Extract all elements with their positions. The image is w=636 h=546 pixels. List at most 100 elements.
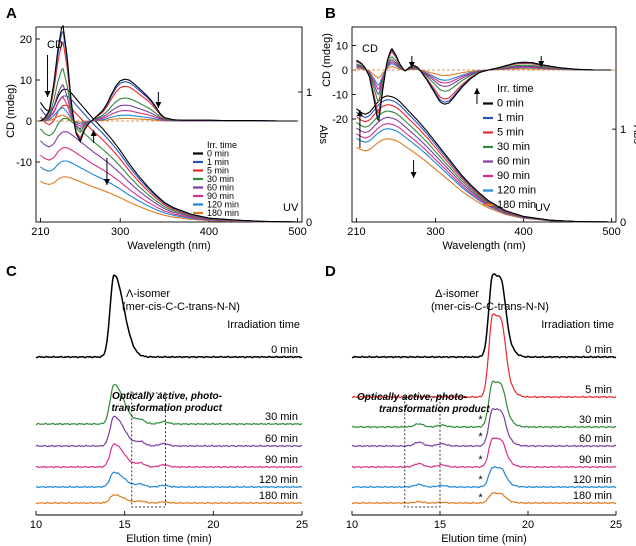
panel-b-arrow-1-head <box>408 62 415 68</box>
panel-d-xtick-label-3: 25 <box>610 519 622 531</box>
panel-b-arrow-2-head <box>538 61 545 67</box>
panel-a-legend-entry-2: 5 min <box>207 166 229 176</box>
panel-c-trace-2 <box>35 415 303 448</box>
panel-a-ylabel: CD (mdeg) <box>5 84 17 138</box>
panel-b-xtick-label-1: 300 <box>426 226 444 238</box>
panel-a-cd-line-3 <box>40 67 298 134</box>
panel-a-legend-entry-0: 0 min <box>207 149 229 159</box>
panel-a-xtick-label-0: 210 <box>31 226 49 238</box>
panel-c-xtick-label-1: 15 <box>119 519 131 531</box>
panel-b-cd-line-0 <box>356 47 612 122</box>
panel-b-ytick-right-label-0: 0 <box>620 217 626 229</box>
panel-c-xtick-label-2: 20 <box>207 519 219 531</box>
panel-a-ytick-label-1: 0 <box>26 116 32 128</box>
panel-a-ytick-right-label-0: 0 <box>306 217 312 229</box>
panel-b-legend-entry-1: 1 min <box>497 112 524 124</box>
panel-d-trace-1 <box>351 313 617 399</box>
panel-b-ylabel: CD (mdeg) <box>321 33 333 87</box>
panel-d-isomer-subtitle: (mer-cis-C-C-trans-N-N) <box>431 301 549 313</box>
panel-b-legend-entry-3: 30 min <box>497 141 530 153</box>
panel-a-cd-line-0 <box>40 24 298 143</box>
panel-a-xtick-label-1: 300 <box>111 226 129 238</box>
panel-a-ytick-right-label-1: 1 <box>306 87 312 99</box>
panel-d-trace-label-0: 0 min <box>585 344 612 356</box>
panel-c-isomer-title: Λ-isomer <box>126 288 170 300</box>
panel-d-trace-5 <box>351 466 617 489</box>
panel-c-chromatogram: 10 15 20 25 Elution time (min) 0 min 30 min 60 … <box>30 274 308 545</box>
panel-a-legend-entry-1: 1 min <box>207 157 229 167</box>
panel-b-uv-line-7 <box>356 138 612 223</box>
panel-c-trace-3 <box>35 443 303 469</box>
panel-a-arrow-2-head <box>90 130 97 136</box>
panel-d-product-label-1: Optically active, photo- <box>357 392 468 403</box>
panel-b-legend-title: Irr. time <box>497 83 534 95</box>
panel-a-uv-line-1 <box>39 95 298 223</box>
panel-d-trace-label-6: 180 min <box>573 490 612 502</box>
panel-b-arrow-5-head <box>410 172 417 178</box>
panel-b-xtick-label-3: 500 <box>602 226 620 238</box>
panel-c-product-label-1: Optically active, photo- <box>112 391 223 402</box>
panel-d-trace-3 <box>351 408 617 448</box>
panel-d-chromatogram: 10 15 20 25 Elution time (min) 0 min 5 min 30 m… <box>346 273 622 545</box>
panel-b-ytick-label-3: 10 <box>336 41 348 53</box>
panel-b-ylabel-right: Abs <box>631 125 636 144</box>
panel-a-legend-entry-7: 180 min <box>207 208 239 218</box>
panel-c-xtick-label-3: 25 <box>296 519 308 531</box>
panel-a-uv-annotation: UV <box>283 202 299 214</box>
panel-d-xtick-label-1: 15 <box>434 519 446 531</box>
panel-d-highlight-box <box>404 396 441 508</box>
panel-c-trace-1 <box>35 384 303 426</box>
panel-d-xtick-label-0: 10 <box>346 519 358 531</box>
panel-a-uv-line-0 <box>39 88 298 223</box>
panel-c-xlabel: Elution time (min) <box>126 533 212 545</box>
panel-a-legend-entry-6: 120 min <box>207 200 239 210</box>
panel-letter-a: A <box>6 5 17 22</box>
panel-c-trace-label-5: 180 min <box>259 490 298 502</box>
panel-d-star-5: * <box>478 474 483 486</box>
panel-b-legend-entry-4: 60 min <box>497 156 530 168</box>
panel-b-legend-entry-7: 180 min <box>497 199 536 211</box>
panel-c-trace-label-1: 30 min <box>265 411 298 423</box>
panel-b-ytick-label-0: -20 <box>332 114 348 126</box>
panel-d-star-2: * <box>478 414 483 426</box>
panel-b-arrow-4-head <box>473 88 480 94</box>
panel-b-uv-line-0 <box>356 95 612 223</box>
panel-d-trace-4 <box>351 437 617 469</box>
panel-b-uv-annotation: UV <box>535 202 551 214</box>
panel-c-trace-label-3: 90 min <box>265 454 298 466</box>
panel-c-trace-5 <box>35 494 303 505</box>
panel-a-uv-line-7 <box>40 176 298 223</box>
panel-b-cd-line-5 <box>356 61 612 90</box>
panel-a-legend-entry-3: 30 min <box>207 174 234 184</box>
panel-b-uv-line-5 <box>356 123 612 223</box>
panel-a-ytick-label-3: 20 <box>20 34 32 46</box>
panel-a-arrow-3-head <box>155 102 162 108</box>
panel-a-xtick-label-2: 400 <box>200 226 218 238</box>
panel-a-legend-entry-5: 90 min <box>207 191 234 201</box>
panel-a-xlabel: Wavelength (nm) <box>127 240 210 252</box>
panel-d-xlabel: Elution time (min) <box>441 533 527 545</box>
panel-d-trace-label-1: 5 min <box>585 384 612 396</box>
panel-b-xlabel: Wavelength (nm) <box>442 240 525 252</box>
panel-d-star-4: * <box>478 454 483 466</box>
panel-c-xtick-label-0: 10 <box>30 519 42 531</box>
panel-b-arrow-3-head <box>356 110 363 116</box>
panel-d-product-label-2: transformation product <box>379 404 490 415</box>
panel-a-ytick-label-0: -10 <box>16 157 32 169</box>
panel-a-ytick-label-2: 10 <box>20 75 32 87</box>
panel-b-legend-entry-6: 120 min <box>497 185 536 197</box>
panel-b-ytick-right-label-1: 1 <box>620 124 626 136</box>
panel-d-trace-label-3: 60 min <box>579 433 612 445</box>
panel-b-xtick-label-2: 400 <box>514 226 532 238</box>
panel-d-trace-0 <box>351 273 617 359</box>
panel-b-cd-line-7 <box>356 66 612 79</box>
panel-c-irradiation-label: Irradiation time <box>227 319 300 331</box>
panel-c-trace-label-0: 0 min <box>271 344 298 356</box>
panel-b-legend-entry-2: 5 min <box>497 127 524 139</box>
panel-letter-d: D <box>325 263 336 280</box>
panel-d-trace-2 <box>351 380 617 429</box>
panel-a-ylabel-right: Abs <box>317 125 329 144</box>
